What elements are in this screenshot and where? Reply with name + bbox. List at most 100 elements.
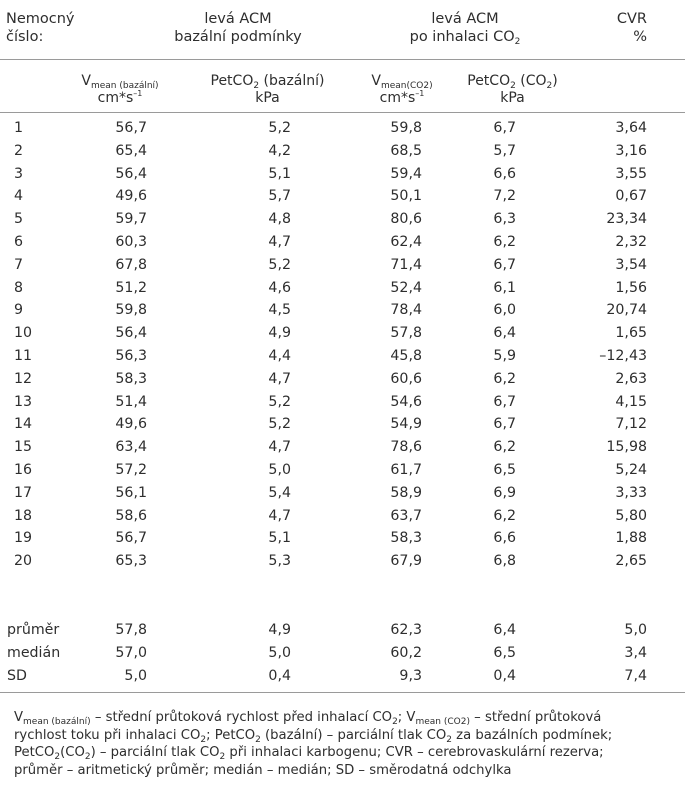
- header-left-acm-baseline: levá ACM bazální podmínky: [118, 10, 358, 46]
- cell-cvr: 2,32: [615, 233, 647, 250]
- summary-rows: průměr 57,8 4,9 62,3 6,4 5,0 medián 57,0 5,0 60,2…: [0, 619, 685, 687]
- cell-vmean-co2: 60,2: [390, 644, 422, 661]
- cell-petco2-co2: 6,9: [493, 484, 516, 501]
- cell-vmean-baseline: 59,7: [115, 211, 147, 228]
- cell-patient-number: 19: [14, 530, 33, 547]
- cell-vmean-co2: 78,4: [390, 302, 422, 319]
- cell-petco2-co2: 7,2: [493, 188, 516, 205]
- cell-petco2-baseline: 5,0: [268, 461, 291, 478]
- cell-petco2-baseline: 5,1: [268, 165, 291, 182]
- table-row: 6 60,3 4,7 62,4 6,2 2,32: [0, 231, 685, 254]
- cell-vmean-baseline: 56,4: [115, 325, 147, 342]
- cell-vmean-co2: 54,6: [390, 393, 422, 410]
- table-row: 20 65,3 5,3 67,9 6,8 2,65: [0, 550, 685, 573]
- cell-vmean-baseline: 58,6: [115, 507, 147, 524]
- cell-petco2-co2: 6,7: [493, 120, 516, 136]
- cell-vmean-co2: 71,4: [390, 256, 422, 273]
- cell-vmean-co2: 80,6: [390, 211, 422, 228]
- cell-petco2-co2: 6,5: [493, 644, 516, 661]
- cell-vmean-co2: 62,3: [390, 622, 422, 638]
- cell-vmean-co2: 45,8: [390, 347, 422, 364]
- cell-petco2-baseline: 5,1: [268, 530, 291, 547]
- cell-cvr: 1,56: [615, 279, 647, 296]
- cell-vmean-baseline: 51,4: [115, 393, 147, 410]
- cell-cvr: 0,67: [615, 188, 647, 205]
- cell-vmean-baseline: 67,8: [115, 256, 147, 273]
- table-row: 8 51,2 4,6 52,4 6,1 1,56: [0, 277, 685, 300]
- cell-petco2-co2: 6,1: [493, 279, 516, 296]
- table-row: 9 59,8 4,5 78,4 6,0 20,74: [0, 299, 685, 322]
- cell-petco2-baseline: 4,9: [268, 622, 291, 638]
- subheader-petco2-baseline: PetCO2 (bazální) kPa: [210, 73, 325, 106]
- table-row: 7 67,8 5,2 71,4 6,7 3,54: [0, 254, 685, 277]
- cell-petco2-co2: 6,2: [493, 370, 516, 387]
- footnote-line-1: Vmean (bazální) – střední průtoková rych…: [14, 710, 602, 727]
- cell-vmean-co2: 58,9: [390, 484, 422, 501]
- cell-cvr: 2,63: [615, 370, 647, 387]
- cell-cvr: 7,4: [624, 667, 647, 684]
- cell-petco2-baseline: 4,8: [268, 211, 291, 228]
- subheader-vmean-baseline: Vmean (bazální) cm*s–1: [81, 73, 159, 106]
- cell-vmean-co2: 61,7: [390, 461, 422, 478]
- cell-petco2-baseline: 5,7: [268, 188, 291, 205]
- data-rows: 1 56,7 5,2 59,8 6,7 3,64 2 65,4 4,2 68,5 5,7 3,16 3 5…: [0, 117, 685, 573]
- header-patient-number: Nemocný číslo:: [6, 10, 75, 46]
- cell-patient-number: 10: [14, 325, 33, 342]
- cell-petco2-co2: 6,2: [493, 507, 516, 524]
- cell-petco2-baseline: 4,7: [268, 233, 291, 250]
- table-row: 13 51,4 5,2 54,6 6,7 4,15: [0, 391, 685, 414]
- cell-cvr: 3,54: [615, 256, 647, 273]
- cell-patient-number: 8: [14, 279, 24, 296]
- header-left-acm-co2: levá ACM po inhalaci CO2: [350, 10, 580, 47]
- cell-patient-number: 13: [14, 393, 33, 410]
- cell-vmean-baseline: 5,0: [124, 667, 147, 684]
- cell-cvr: 4,15: [615, 393, 647, 410]
- table-row: 14 49,6 5,2 54,9 6,7 7,12: [0, 413, 685, 436]
- cell-petco2-baseline: 4,2: [268, 142, 291, 159]
- table-row: 10 56,4 4,9 57,8 6,4 1,65: [0, 322, 685, 345]
- cell-petco2-co2: 6,3: [493, 211, 516, 228]
- cell-vmean-baseline: 49,6: [115, 416, 147, 433]
- cell-cvr: 3,16: [615, 142, 647, 159]
- cell-cvr: 5,80: [615, 507, 647, 524]
- subheader-vmean-co2: Vmean(CO2) cm*s–1: [371, 73, 433, 106]
- cell-vmean-co2: 50,1: [390, 188, 422, 205]
- header-divider: [0, 59, 685, 60]
- cell-petco2-baseline: 4,5: [268, 302, 291, 319]
- cell-cvr: 20,74: [606, 302, 647, 319]
- table-row: 19 56,7 5,1 58,3 6,6 1,88: [0, 527, 685, 550]
- cell-cvr: 3,33: [615, 484, 647, 501]
- cell-cvr: 5,24: [615, 461, 647, 478]
- cell-petco2-co2: 6,7: [493, 416, 516, 433]
- header-co2-line2: po inhalaci CO2: [409, 29, 521, 47]
- cell-vmean-baseline: 56,3: [115, 347, 147, 364]
- cell-patient-number: 20: [14, 553, 33, 570]
- cell-cvr: 2,65: [615, 553, 647, 570]
- cell-patient-number: 16: [14, 461, 33, 478]
- cell-patient-number: medián: [7, 644, 61, 661]
- cell-petco2-co2: 6,5: [493, 461, 516, 478]
- header-co2-line1: levá ACM: [431, 11, 499, 27]
- summary-row: průměr 57,8 4,9 62,3 6,4 5,0: [0, 619, 685, 642]
- cell-cvr: –12,43: [599, 347, 647, 364]
- cell-vmean-baseline: 63,4: [115, 439, 147, 456]
- cell-petco2-baseline: 4,7: [268, 439, 291, 456]
- cell-petco2-co2: 0,4: [493, 667, 516, 684]
- table-row: 15 63,4 4,7 78,6 6,2 15,98: [0, 436, 685, 459]
- table-row: 1 56,7 5,2 59,8 6,7 3,64: [0, 117, 685, 140]
- cell-vmean-co2: 59,4: [390, 165, 422, 182]
- table-row: 17 56,1 5,4 58,9 6,9 3,33: [0, 482, 685, 505]
- cell-patient-number: 17: [14, 484, 33, 501]
- subheader-petco2-co2: PetCO2 (CO2) kPa: [467, 73, 558, 106]
- cell-cvr: 3,4: [624, 644, 647, 661]
- cell-petco2-co2: 6,4: [493, 622, 516, 638]
- cell-petco2-baseline: 4,6: [268, 279, 291, 296]
- cell-vmean-co2: 59,8: [390, 120, 422, 136]
- table-row: 2 65,4 4,2 68,5 5,7 3,16: [0, 140, 685, 163]
- cell-cvr: 1,65: [615, 325, 647, 342]
- cell-petco2-co2: 6,4: [493, 325, 516, 342]
- cell-patient-number: 12: [14, 370, 33, 387]
- table-row: 3 56,4 5,1 59,4 6,6 3,55: [0, 163, 685, 186]
- cell-vmean-co2: 68,5: [390, 142, 422, 159]
